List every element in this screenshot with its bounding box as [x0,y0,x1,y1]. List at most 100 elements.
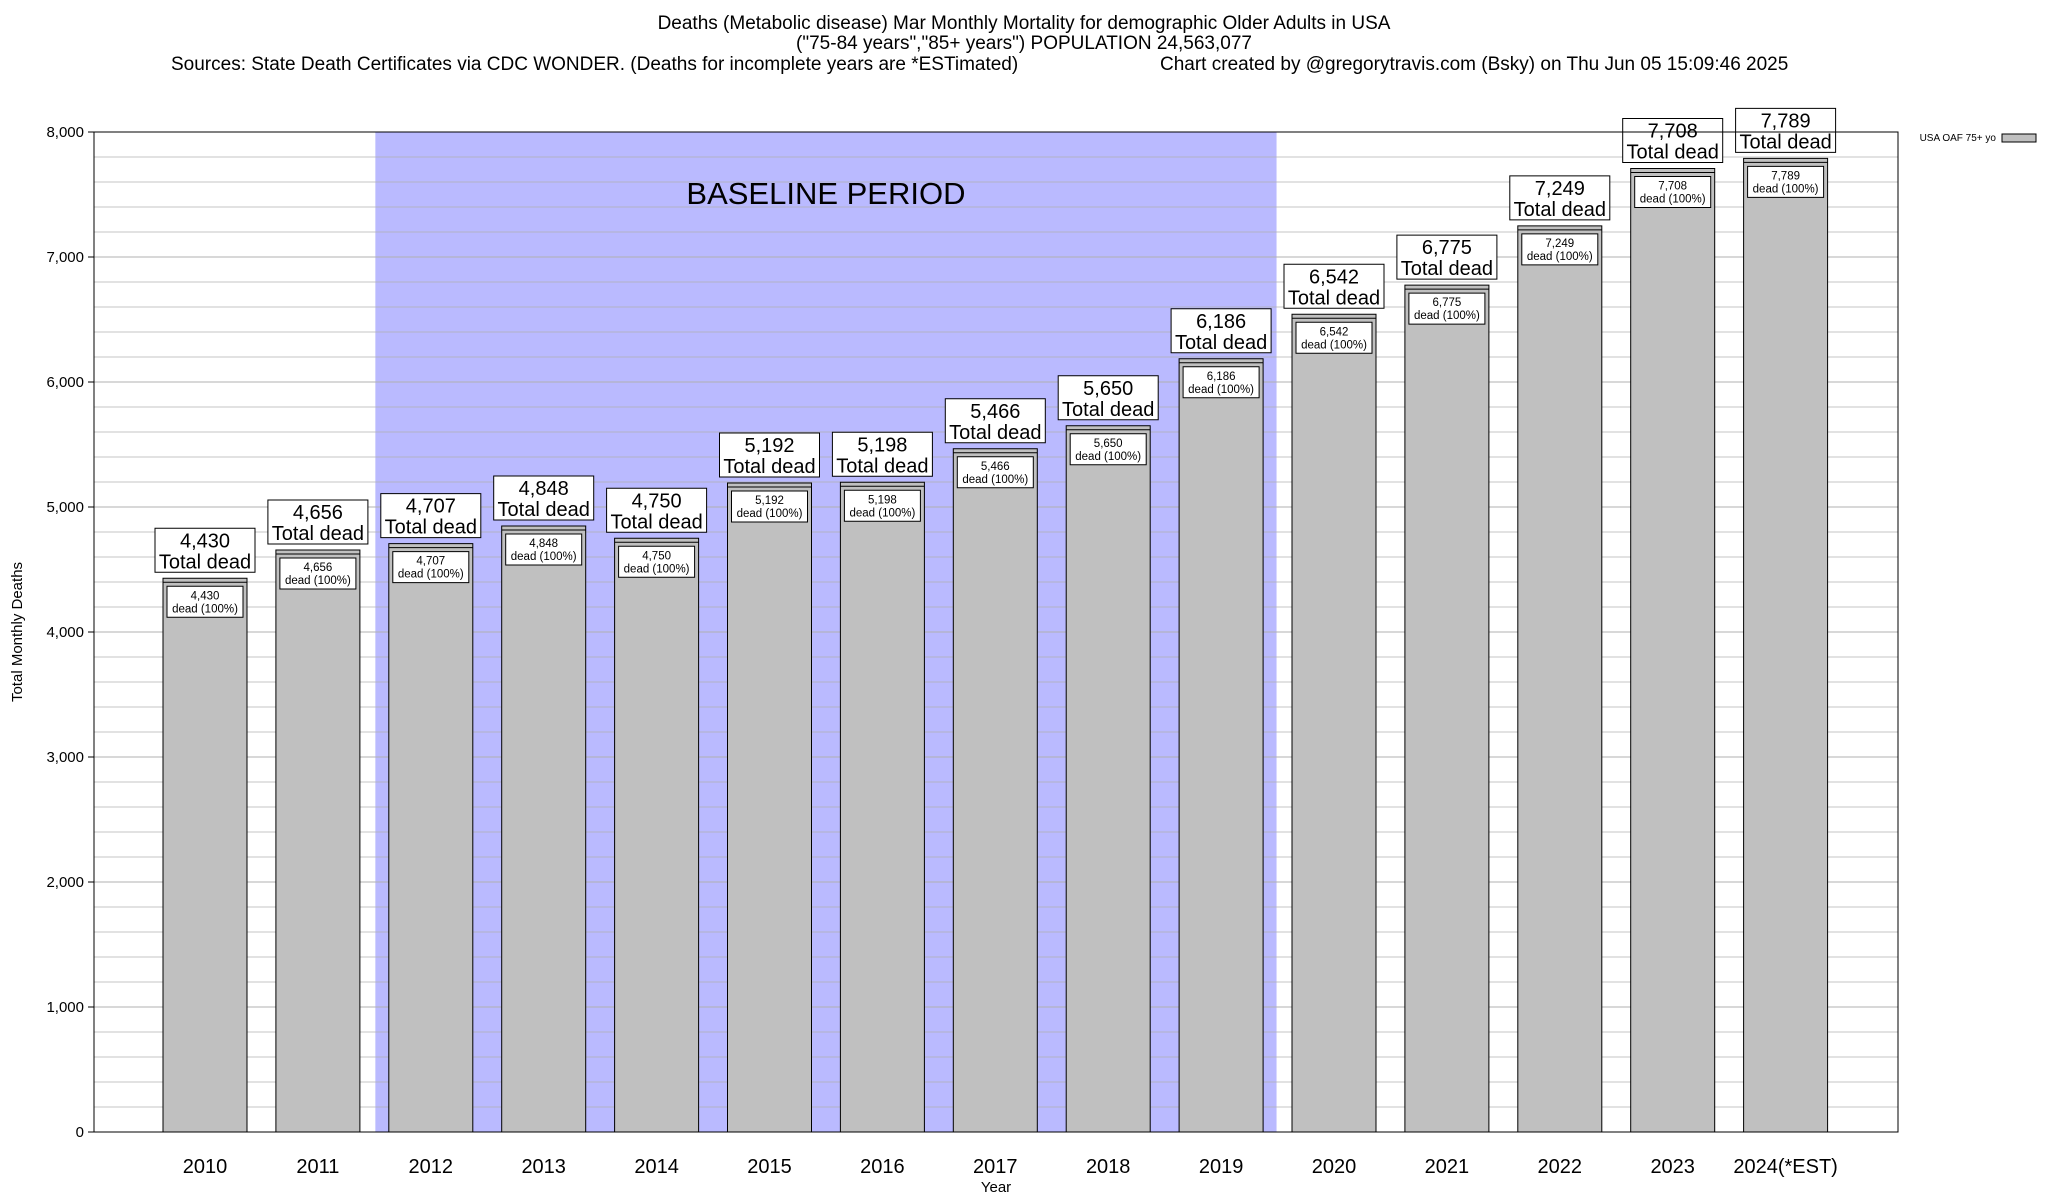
bar-top-label-box [944,398,1046,444]
bar-top-suffix: Total dead [723,456,815,478]
x-tick-label: 2021 [1425,1156,1470,1178]
bar-top-label-box [1735,107,1837,153]
bar-top-value: 4,848 [519,478,569,500]
y-tick-label: 1,000 [46,999,84,1016]
bar [162,577,248,1133]
y-tick-label: 2,000 [46,874,84,891]
bar [501,525,587,1133]
bar-top-suffix: Total dead [498,499,590,521]
bar-inner-value: 6,186 [1207,371,1236,383]
bar-top-value: 4,430 [180,530,230,552]
bar-inner-value: 5,466 [981,461,1010,473]
bar-top-suffix: Total dead [1062,399,1154,421]
x-tick-label: 2010 [183,1156,228,1178]
bar-inner-value: 6,542 [1320,326,1349,338]
bar-inner-value: 4,656 [304,562,333,574]
bar-inner-value: 4,848 [529,538,558,550]
bar [1630,168,1716,1133]
bar-inner-label-box [505,533,583,566]
bar-inner-suffix: dead (100%) [1075,451,1141,463]
bar-inner-label-box [1069,433,1147,466]
bar-inner-label-box [731,490,808,523]
bar [1404,284,1490,1133]
x-axis-label: Year [981,1179,1011,1196]
bar [1517,225,1603,1133]
y-tick-label: 5,000 [46,499,84,516]
bar-inner-label-box [1182,366,1260,399]
x-tick-label: 2017 [973,1156,1018,1178]
bar-top-value: 4,707 [406,496,456,518]
bar-inner-suffix: dead (100%) [398,569,464,581]
bar-inner-suffix: dead (100%) [172,603,238,615]
bar [614,537,700,1133]
bar [1065,425,1151,1133]
bar-top-label-box [154,527,256,573]
x-tick-label: 2020 [1312,1156,1357,1178]
chart-title: Deaths (Metabolic disease) Mar Monthly M… [0,14,2048,54]
x-tick-label: 2022 [1538,1156,1583,1178]
bar-top-value: 7,789 [1761,110,1811,132]
x-tick-label: 2019 [1199,1156,1244,1178]
bar-top-value: 6,542 [1309,266,1359,288]
bar-top-suffix: Total dead [1739,131,1831,153]
bar-inner-value: 4,430 [191,590,220,602]
x-tick-label: 2011 [296,1156,339,1178]
bar-top-suffix: Total dead [1175,332,1267,354]
bar-top-value: 5,192 [744,435,794,457]
bar [388,543,474,1133]
bar-top-label-box [831,431,933,477]
bar-top-suffix: Total dead [1288,287,1380,309]
bar-inner-label-box [1747,165,1825,198]
bar-inner-value: 7,789 [1771,170,1800,182]
bar-top-suffix: Total dead [1514,199,1606,221]
bar-inner-value: 4,707 [416,556,445,568]
bar-top-suffix: Total dead [1627,142,1719,164]
bar-inner-suffix: dead (100%) [285,575,351,587]
legend-swatch [2001,133,2037,143]
bar-top-label-box [606,487,708,533]
bar-inner-suffix: dead (100%) [624,563,690,575]
bar-top-label-box [380,493,482,539]
bar-top-label-box [1170,308,1272,354]
bar-top-label-box [1622,118,1724,163]
bar [952,448,1038,1133]
bar-top-suffix: Total dead [836,455,928,477]
bar-inner-label-box [392,551,470,584]
bar-inner-label-box [1408,292,1486,325]
bar-top-suffix: Total dead [610,511,702,533]
bar-top-suffix: Total dead [1401,258,1493,280]
x-tick-label: 2023 [1650,1156,1695,1178]
bar-inner-label-box [1521,233,1599,266]
bar-inner-suffix: dead (100%) [962,474,1028,486]
bar [1178,358,1264,1133]
bar-inner-label-box [843,489,921,522]
y-tick-label: 4,000 [46,624,84,641]
bar-inner-value: 5,650 [1094,438,1123,450]
bar-inner-label-box [166,585,244,618]
bar-top-suffix: Total dead [385,517,477,539]
bar-inner-suffix: dead (100%) [1188,384,1254,396]
baseline-period-label: BASELINE PERIOD [686,176,965,211]
x-tick-label: 2016 [860,1156,905,1178]
bar-top-label-box [719,432,820,478]
bar [275,549,361,1133]
y-tick-label: 6,000 [46,374,84,391]
bar-inner-value: 5,198 [868,494,897,506]
bar-top-label-box [1057,375,1159,421]
bar-inner-suffix: dead (100%) [737,508,803,520]
bar-inner-suffix: dead (100%) [1640,194,1706,206]
bar-top-value: 6,186 [1196,311,1246,333]
bar-top-suffix: Total dead [159,551,251,573]
y-tick-label: 0 [76,1124,84,1141]
plot-frame [93,131,1899,1133]
bar-inner-label-box [618,545,696,578]
x-tick-label: 2012 [409,1156,454,1178]
bar-top-suffix: Total dead [949,422,1041,444]
bar-inner-label-box [279,557,357,590]
bar [839,481,925,1133]
bar-top-label-box [1396,234,1498,280]
y-tick-label: 7,000 [46,249,84,266]
x-tick-label: 2024(*EST) [1733,1156,1838,1178]
bar-inner-label-box [1295,321,1373,354]
